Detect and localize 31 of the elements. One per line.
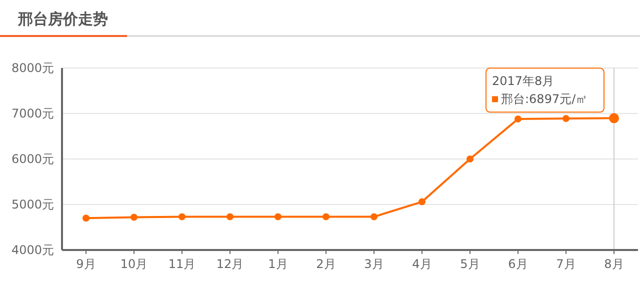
x-tick-label: 3月 xyxy=(364,257,384,271)
y-tick-label: 5000元 xyxy=(11,198,54,212)
point xyxy=(466,156,474,162)
point xyxy=(418,198,426,206)
x-tick-label: 2月 xyxy=(316,257,336,271)
y-tick-label: 8000元 xyxy=(11,61,54,76)
annotation: 邢台:6897元/㎡ xyxy=(501,92,588,106)
x-tick-label: 9月 xyxy=(76,257,96,271)
point xyxy=(562,115,570,122)
x-tick-label: 7月 xyxy=(556,257,576,271)
x-tick-label: 12月 xyxy=(216,257,244,271)
point xyxy=(274,213,282,220)
y-tick-label: 6000元 xyxy=(11,152,54,166)
x-tick-label: 4月 xyxy=(412,257,432,271)
point xyxy=(226,213,234,220)
x-tick-label: 8月 xyxy=(604,257,624,271)
point xyxy=(130,214,138,221)
x-tick-label: 11月 xyxy=(168,257,196,271)
point xyxy=(322,213,330,220)
annotation: 2017年8月 xyxy=(492,74,554,88)
y-tick-label: 4000元 xyxy=(11,243,54,258)
x-tick-label: 6月 xyxy=(508,257,528,271)
x-tick-label: 5月 xyxy=(460,257,480,271)
point xyxy=(514,115,522,122)
point xyxy=(370,213,378,220)
x-tick-label: 10月 xyxy=(120,257,148,271)
point xyxy=(82,214,90,222)
chart-title: 邢台房价走势 xyxy=(17,10,108,28)
x-tick-label: 1月 xyxy=(268,257,288,271)
point xyxy=(178,213,186,220)
y-tick-label: 7000元 xyxy=(11,106,54,121)
